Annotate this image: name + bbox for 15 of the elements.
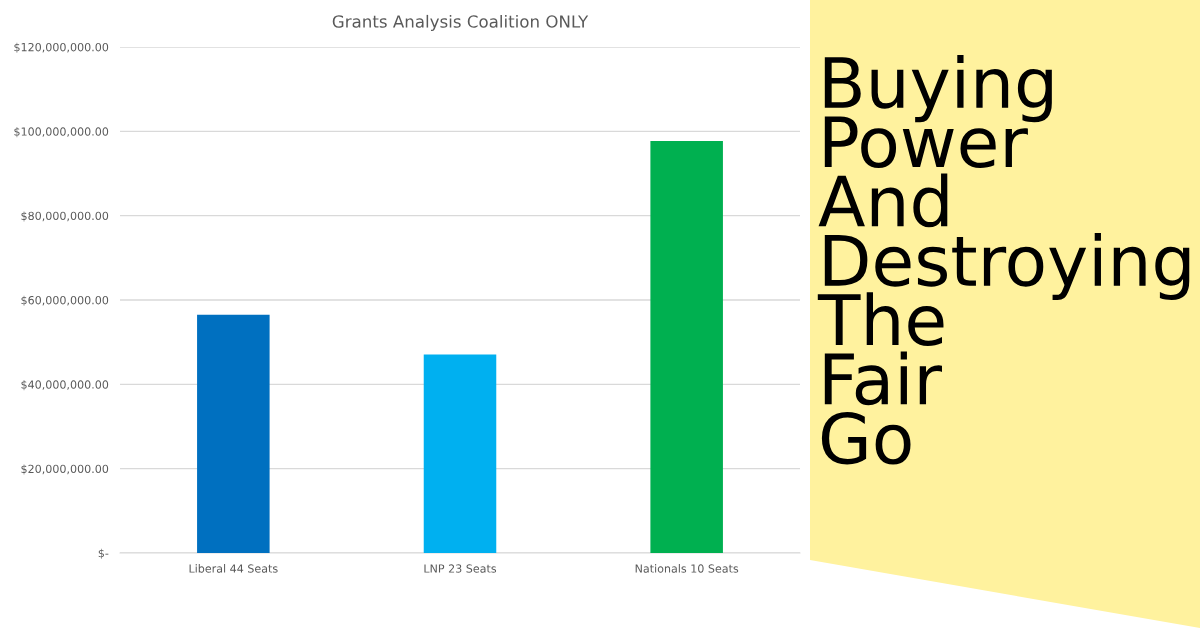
y-tick-label: $40,000,000.00: [21, 380, 109, 391]
bar: [423, 354, 497, 553]
x-tick-label: LNP 23 Seats: [424, 564, 497, 573]
y-tick-label: $100,000,000.00: [14, 127, 109, 138]
text: Buying Power And Destroying The Fair Go: [817, 55, 1190, 465]
x-tick-label: Nationals 10 Seats: [635, 564, 739, 573]
x-tick-label: Liberal 44 Seats: [189, 564, 278, 573]
bar: [197, 314, 270, 553]
y-tick-label: $80,000,000.00: [21, 211, 109, 222]
y-tick-label: $-: [98, 548, 109, 559]
y-tick-label: $60,000,000.00: [21, 295, 109, 306]
y-tick-label: $20,000,000.00: [21, 464, 109, 475]
y-tick-label: $120,000,000.00: [14, 42, 109, 53]
chart-title: Grants Analysis Coalition ONLY: [332, 14, 589, 32]
bar: [650, 141, 723, 553]
